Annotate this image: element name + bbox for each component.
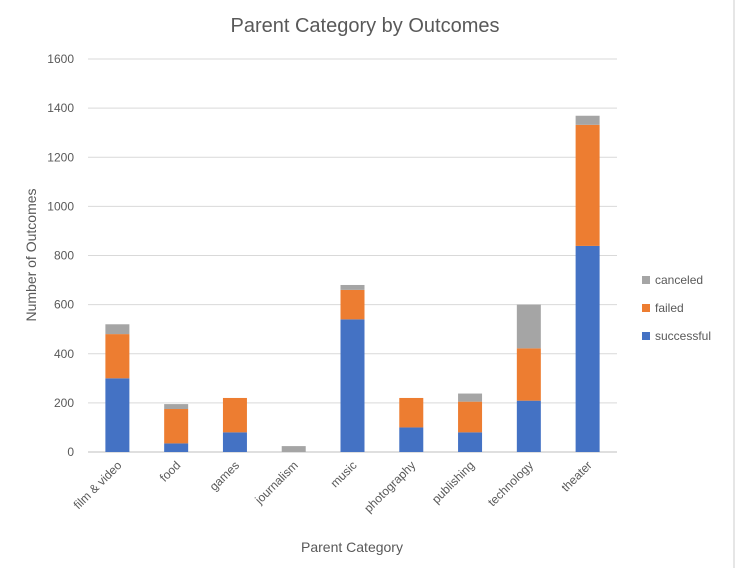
x-tick-label-publishing: publishing [429, 458, 477, 506]
y-tick-label-1400: 1400 [47, 101, 74, 115]
bar-theater-canceled [575, 115, 600, 125]
bar-music-canceled [340, 284, 365, 290]
gridlines [88, 58, 617, 453]
y-axis-label: Number of Outcomes [23, 188, 39, 321]
bar-film-video-successful [105, 378, 130, 452]
y-tick-label-800: 800 [54, 249, 74, 263]
x-tick-label-music: music [328, 458, 360, 490]
bar-photography-failed [399, 397, 424, 428]
bar-technology-failed [516, 348, 541, 401]
x-tick-label-film-video: film & video [71, 458, 125, 512]
y-tick-label-1200: 1200 [47, 150, 74, 164]
bar-technology-canceled [516, 304, 541, 349]
bar-food-canceled [164, 404, 189, 410]
bar-music-successful [340, 319, 365, 452]
bar-film-video-failed [105, 334, 130, 379]
bar-theater-failed [575, 124, 600, 246]
bar-film-video-canceled [105, 324, 130, 335]
y-tick-label-1600: 1600 [47, 52, 74, 66]
y-tick-label-1000: 1000 [47, 199, 74, 213]
x-tick-label-games: games [207, 458, 242, 493]
x-tick-label-food: food [157, 458, 183, 484]
bar-journalism-canceled [281, 446, 306, 452]
bar-food-failed [164, 409, 189, 444]
y-tick-label-0: 0 [67, 445, 74, 459]
bar-food-successful [164, 443, 189, 452]
y-axis-tick-labels: 0 200 400 600 800 1000 1200 1400 1600 [47, 52, 74, 459]
legend: canceled failed successful [642, 273, 711, 343]
legend-swatch-failed [642, 304, 650, 312]
x-axis-tick-labels: film & video food games journalism music phot… [71, 458, 595, 515]
x-tick-label-technology: technology [485, 458, 536, 509]
bar-publishing-canceled [458, 393, 483, 402]
x-tick-label-photography: photography [361, 458, 418, 515]
y-tick-label-400: 400 [54, 347, 74, 361]
x-tick-label-journalism: journalism [252, 458, 301, 507]
y-tick-label-600: 600 [54, 298, 74, 312]
bar-theater-successful [575, 245, 600, 452]
x-tick-label-theater: theater [558, 458, 594, 494]
bars [105, 115, 600, 452]
legend-swatch-canceled [642, 276, 650, 284]
bar-photography-successful [399, 427, 424, 452]
bar-games-failed [222, 397, 247, 433]
legend-label-canceled: canceled [655, 273, 703, 287]
window-edge [733, 0, 735, 568]
legend-swatch-successful [642, 332, 650, 340]
legend-label-successful: successful [655, 329, 711, 343]
bar-music-failed [340, 289, 365, 320]
bar-publishing-failed [458, 401, 483, 433]
chart-title: Parent Category by Outcomes [230, 15, 499, 37]
bar-publishing-successful [458, 432, 483, 452]
bar-technology-successful [516, 400, 541, 452]
y-tick-label-200: 200 [54, 396, 74, 410]
bar-games-successful [222, 432, 247, 452]
x-axis-label: Parent Category [301, 539, 403, 555]
legend-label-failed: failed [655, 301, 684, 315]
